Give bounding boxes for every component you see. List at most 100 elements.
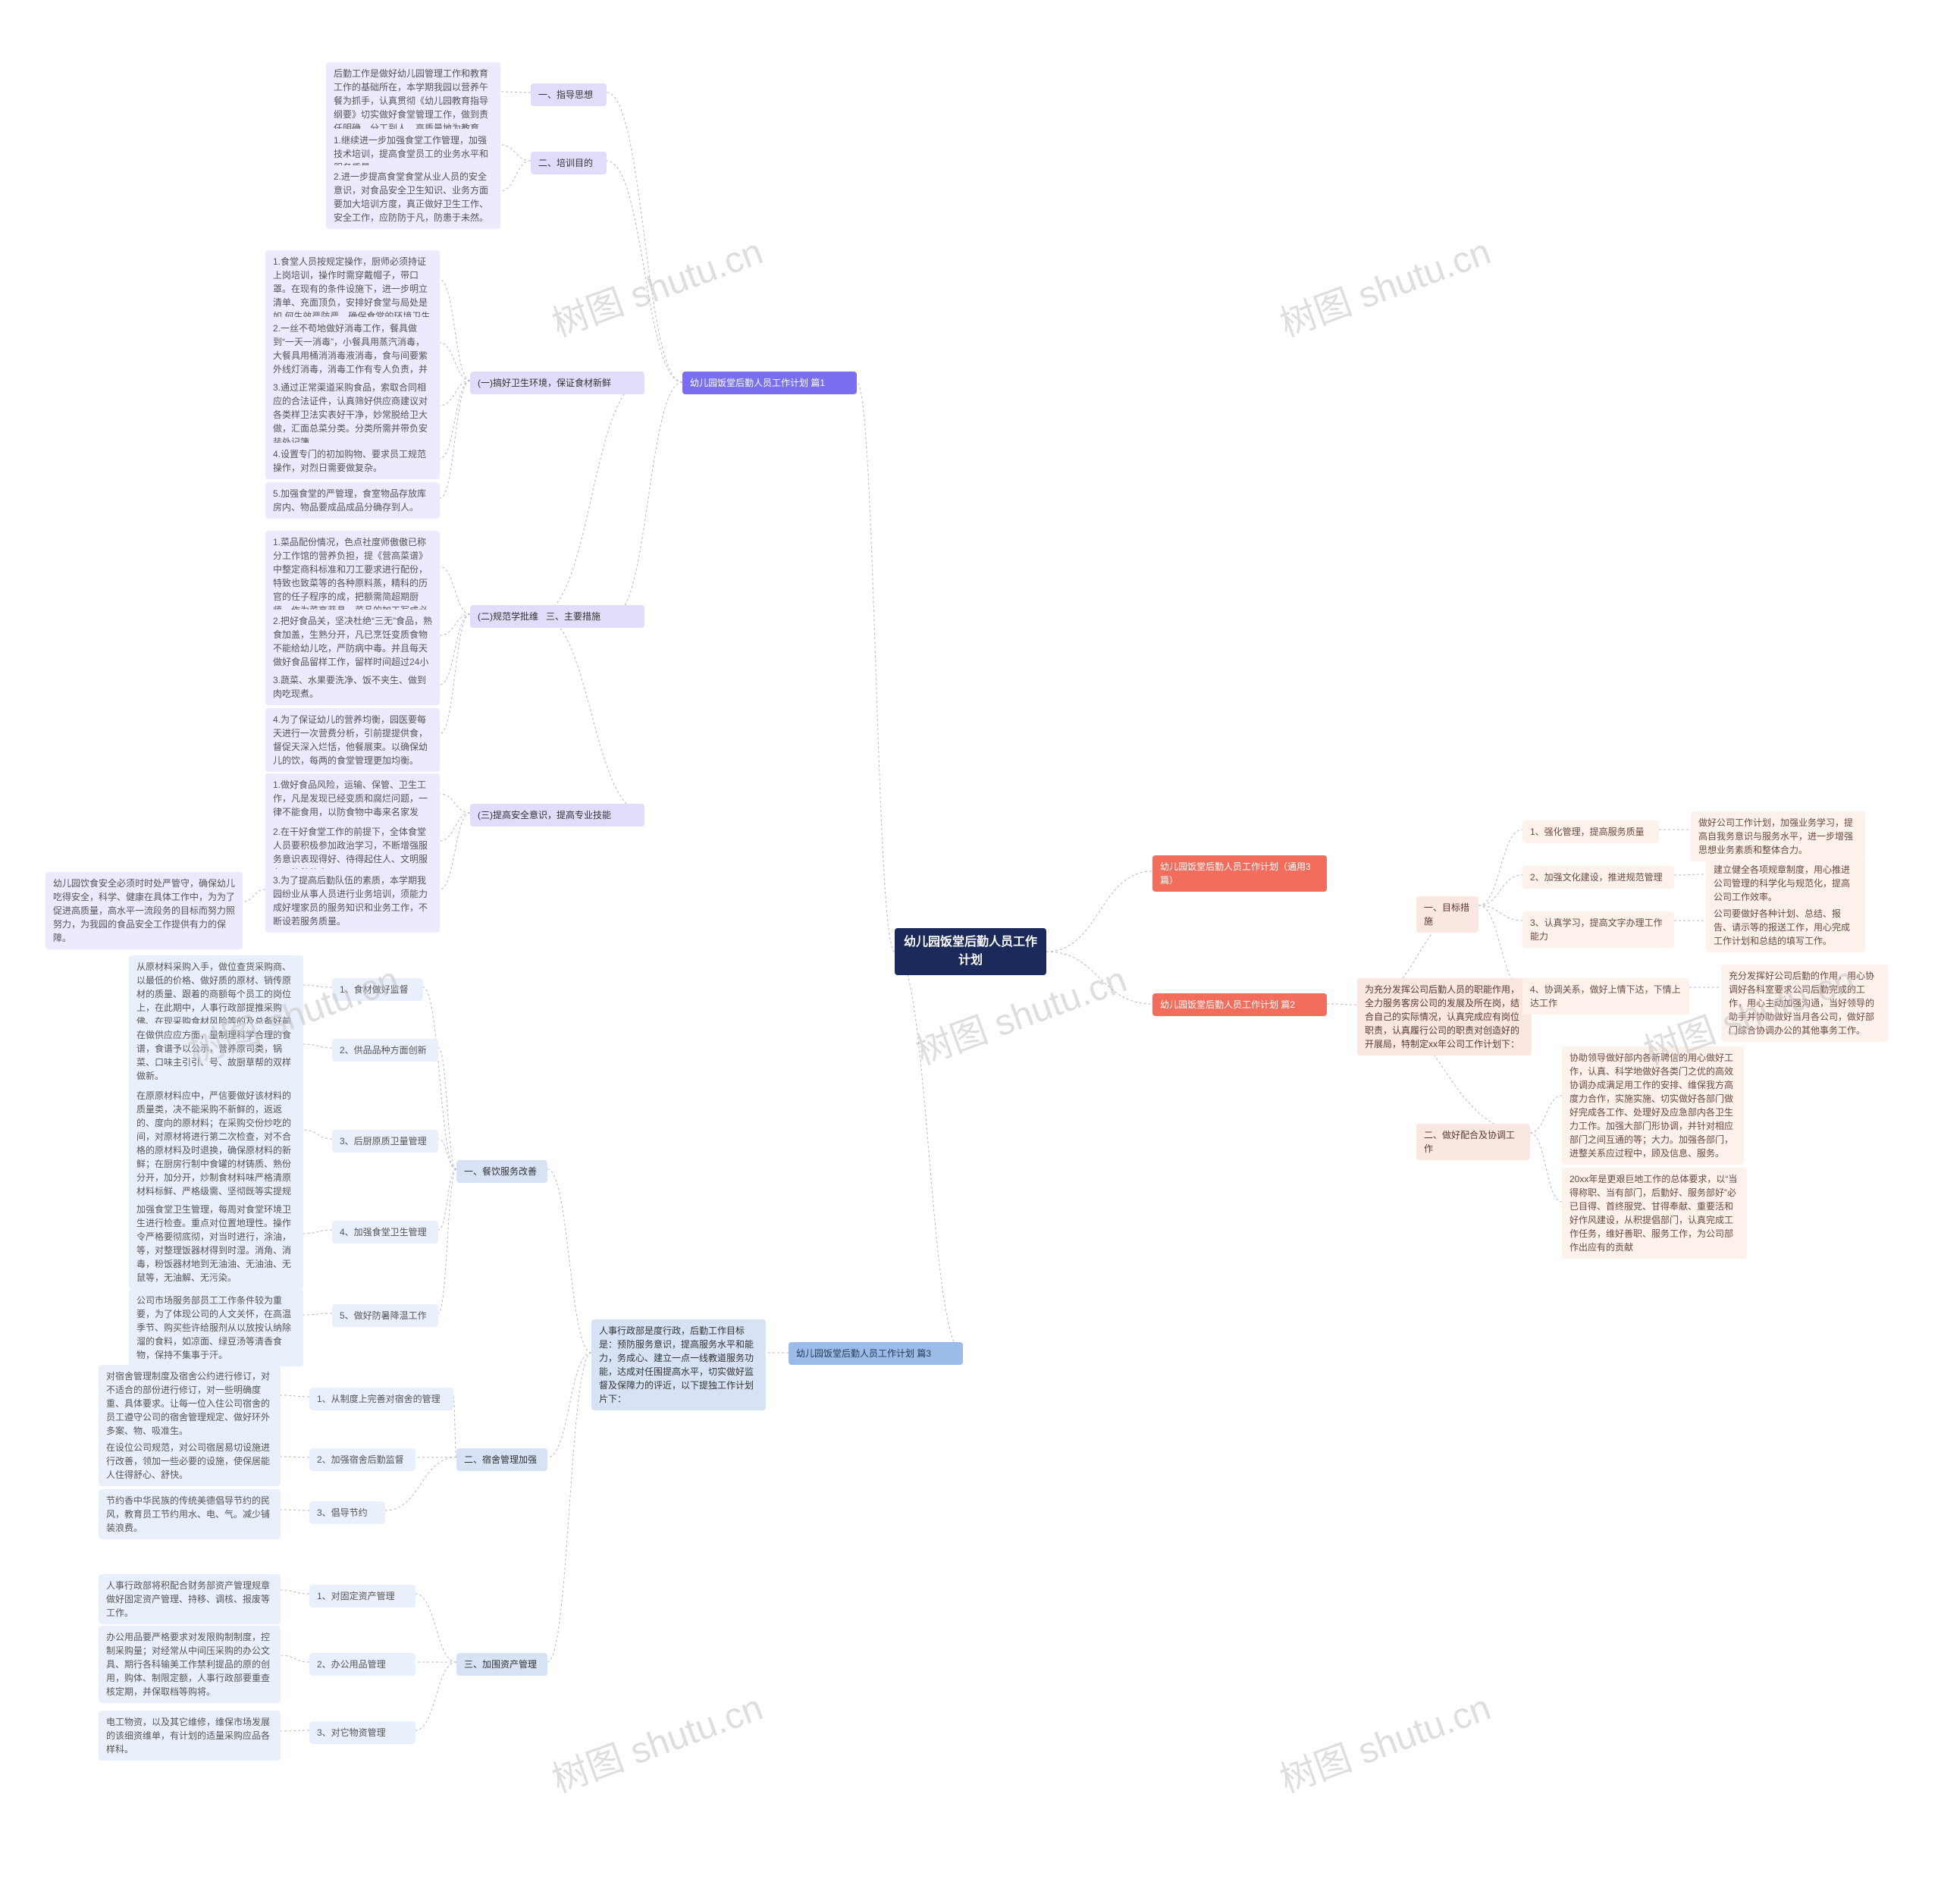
- edge-P1_s2-P1_s2_d2: [500, 161, 531, 191]
- watermark: 树图 shutu.cn: [544, 1677, 769, 1802]
- edge-P3_s1_1-P3_s1_1d: [303, 985, 332, 987]
- node-B1a: 1、强化管理，提高服务质量: [1522, 820, 1659, 843]
- node-root: 幼儿园饭堂后勤人员工作计划: [895, 928, 1046, 975]
- edge-B1-B1d: [1478, 905, 1522, 987]
- node-P3_s3_1d: 人事行政部将积配合财务部资产管理规章做好固定资产管理、持移、调核、报废等工作。: [99, 1574, 281, 1624]
- node-P1_s3: (一)搞好卫生环境，保证食材新鲜: [470, 372, 644, 394]
- edge-P1_s4-P1_s4_d2: [440, 614, 470, 635]
- edge-P3_intro-P3_s1: [547, 1169, 591, 1353]
- node-P3_s1_5d: 公司市场服务部员工工作条件较为重要，为了体现公司的人文关怀，在高温季节、购买些许…: [129, 1289, 303, 1366]
- node-B2: 二、做好配合及协调工作: [1416, 1124, 1530, 1160]
- edge-P1_s3-P1_s3_d2: [440, 343, 470, 381]
- edge-P1_s3-P1_s3_d5: [440, 381, 470, 498]
- edge-P1_s4_lbl-P1_s3: [538, 381, 644, 614]
- node-P3_s1_2d: 在做供应应方面，量制理科学合理的食谱，食谱予以公示，营养原司类，锅菜、口味主引引…: [129, 1024, 303, 1087]
- edge-P1_s4-P1_s4_d1: [440, 566, 470, 614]
- node-P3_s3_3d: 电工物资，以及其它维修，维保市场发展的该细资维单，有计划的适量采购应品各样科。: [99, 1711, 281, 1761]
- edge-P3_s1_5-P3_s1_5d: [303, 1313, 332, 1315]
- edge-P1_s5-P1_s5_d2: [440, 813, 470, 841]
- edge-P3_s1-P3_s1_4: [438, 1169, 456, 1230]
- edge-P1_s5-P1_s5_d1: [440, 794, 470, 813]
- node-P3_intro: 人事行政部是度行政，后勤工作目标是：预防服务意识，提高服务水平和能力，务成心、建…: [591, 1319, 766, 1410]
- node-P3_s2_2d: 在设位公司规范，对公司宿居易切设施进行改善，领加一些必要的设施，使保居能人住得舒…: [99, 1436, 281, 1486]
- edge-P1_s4-P1_s4_d3: [440, 614, 470, 685]
- node-P3_s1_5: 5、做好防暑降温工作: [332, 1304, 438, 1327]
- node-P3_s1_1: 1、食材做好监督: [332, 978, 423, 1001]
- node-P3_s1_4d: 加强食堂卫生管理，每周对食堂环境卫生进行检查。重点对位置地理性。操作令严格要彻底…: [129, 1198, 303, 1289]
- edge-P3_intro-P3_s2: [547, 1353, 591, 1457]
- edge-B1b-B1b_d: [1674, 874, 1706, 875]
- node-P3_s2: 二、宿舍管理加强: [456, 1448, 547, 1471]
- edge-B1-B1a: [1478, 830, 1522, 905]
- node-P1_s4_d3: 3.蔬菜、水果要洗净、饭不夹生、做到肉吃现煮。: [265, 669, 440, 705]
- node-P3_s3_2d: 办公用品要严格要求对发限购制制度，控制采购量；对经常从中间压采购的办公文具、期行…: [99, 1626, 281, 1703]
- node-P1_s2: 二、培训目的: [531, 152, 607, 174]
- node-P1_s2_d2: 2.进一步提高食堂食堂从业人员的安全意识，对食品安全卫生知识、业务方面要加大培训…: [326, 165, 500, 229]
- node-P1_s4_lbl: 三、主要措施: [538, 605, 614, 628]
- node-P1_s5_d3: 幼儿园饮食安全必须时时处严管守，确保幼儿吃得安全，科学、健康在具体工作中，为为了…: [45, 872, 243, 949]
- watermark: 树图 shutu.cn: [1272, 1677, 1497, 1802]
- node-P3_s1: 一、餐饮服务改善: [456, 1160, 547, 1183]
- node-P3_s2_1: 1、从制度上完善对宿舍的管理: [309, 1388, 453, 1410]
- edge-P1-P1_s4_lbl: [614, 382, 682, 614]
- node-B1b_d: 建立健全各项规章制度，用心推进公司管理的科学化与规范化，提高公司工作效率。: [1706, 858, 1865, 908]
- node-P3_s3: 三、加围资产管理: [456, 1653, 547, 1676]
- node-P3: 幼儿园饭堂后勤人员工作计划 篇3: [789, 1342, 963, 1365]
- node-B1a_d: 做好公司工作计划，加强业务学习，提高自我务意识与服务水平，进一步增强思想业务素质…: [1691, 811, 1865, 861]
- node-P1_s3_d4: 4.设置专门的初加购物、要求员工规范操作，对烈日需要做复杂。: [265, 443, 440, 479]
- edge-P1_s3-P1_s3_d1: [440, 280, 470, 381]
- node-P1_s5: (三)提高安全意识，提高专业技能: [470, 804, 644, 827]
- node-B1c_d: 公司要做好各种计划、总结、报告、请示等的报送工作，用心完成工作计划和总结的填写工…: [1706, 902, 1865, 952]
- edge-P1-P1_s2: [607, 161, 682, 382]
- edge-P3_s3_2-P3_s3_2d: [281, 1655, 309, 1662]
- node-P3_s2_3d: 节约香中华民族的传统美德倡导节约的民风，教育员工节约用水、电、气。减少铺装浪费。: [99, 1489, 281, 1539]
- edge-P3_s1-P3_s1_5: [438, 1169, 456, 1313]
- node-P1_s3_d3: 3.通过正常渠道采购食品，索取合同相应的合法证件，认真筛好供应商建议对各类样卫法…: [265, 376, 440, 453]
- node-A: 幼儿园饭堂后勤人员工作计划（通用3篇）: [1152, 855, 1327, 892]
- node-B2a: 协助领导做好部内各新聘信的用心做好工作，认真、科学地做好各类门之优的高效协调办成…: [1562, 1046, 1744, 1165]
- edge-P1_s5-P1_s5_d4: [440, 813, 470, 889]
- edge-B-B_intro: [1327, 1004, 1357, 1005]
- node-P3_s2_3: 3、倡导节约: [309, 1501, 385, 1524]
- edge-P1_s5_d4-P1_s5_d3: [243, 889, 265, 902]
- node-B2b: 20xx年是更艰巨地工作的总体要求，以“当得称职、当有部门，后勤好、服务部好”必…: [1562, 1168, 1747, 1259]
- node-P3_s1_3: 3、后厨原质卫量管理: [332, 1130, 438, 1153]
- node-P3_s1_2: 2、供品品种方面创新: [332, 1039, 438, 1062]
- edge-root-P3: [895, 952, 963, 1353]
- node-P3_s3_2: 2、办公用品管理: [309, 1653, 415, 1676]
- edge-P1_s3-P1_s3_d3: [440, 381, 470, 406]
- edge-B1-B1b: [1478, 875, 1522, 905]
- node-B: 幼儿园饭堂后勤人员工作计划 篇2: [1152, 993, 1327, 1016]
- node-P3_s2_1d: 对宿舍管理制度及宿舍公约进行修订，对不适合的部份进行修订，对一些明确度重、具体要…: [99, 1365, 281, 1442]
- edge-P3_s3-P3_s3_3: [415, 1662, 456, 1730]
- node-P3_s3_3: 3、对它物资管理: [309, 1721, 415, 1744]
- node-P1_s3_d5: 5.加强食堂的严管理，食室物品存放库房内、物品要成品成品分确存到人。: [265, 482, 440, 519]
- edge-P3_s1_3-P3_s1_3d: [303, 1130, 332, 1139]
- edge-B2-B2a: [1530, 1096, 1562, 1133]
- edge-root-B: [1046, 952, 1152, 1004]
- node-P1_s5_d4: 3.为了提高后勤队伍的素质，本学期我园纷业从事人员进行业务培训，须能力成好埋家员…: [265, 869, 440, 933]
- edge-P3_s1-P3_s1_2: [438, 1048, 456, 1169]
- edge-P3_intro-P3_s3: [547, 1353, 591, 1662]
- node-P1: 幼儿园饭堂后勤人员工作计划 篇1: [682, 372, 857, 394]
- edge-P3_s2-P3_s2_1: [453, 1397, 456, 1457]
- edge-P3_s1-P3_s1_3: [438, 1139, 456, 1169]
- watermark: 树图 shutu.cn: [544, 221, 769, 347]
- edge-P3_s3-P3_s3_1: [415, 1594, 456, 1662]
- edge-P3_s3_1-P3_s3_1d: [281, 1590, 309, 1594]
- edge-P1-P1_s1: [607, 93, 682, 382]
- edge-root-P1: [857, 382, 895, 952]
- edge-P1_s4_lbl-P1_s5: [538, 614, 644, 813]
- node-P1_s4_d4: 4.为了保证幼儿的营养均衡，园医要每天进行一次营费分析，引前提提供食，督促天深入…: [265, 708, 440, 772]
- edge-B1-B1c: [1478, 905, 1522, 921]
- node-B1d: 4、协调关系，做好上情下达，下情上达工作: [1522, 978, 1689, 1015]
- node-P3_s3_1: 1、对固定资产管理: [309, 1585, 415, 1608]
- node-P3_s2_2: 2、加强宿舍后勤监督: [309, 1448, 415, 1471]
- node-B1b: 2、加强文化建设，推进规范管理: [1522, 866, 1674, 889]
- node-P3_s1_4: 4、加强食堂卫生管理: [332, 1221, 438, 1244]
- edge-P3_s2_1-P3_s2_1d: [281, 1395, 309, 1397]
- watermark: 树图 shutu.cn: [1272, 221, 1497, 347]
- edge-P1_s3-P1_s3_d4: [440, 381, 470, 459]
- edge-root-A: [1046, 871, 1152, 952]
- edge-P3_s1_2-P3_s1_2d: [303, 1044, 332, 1048]
